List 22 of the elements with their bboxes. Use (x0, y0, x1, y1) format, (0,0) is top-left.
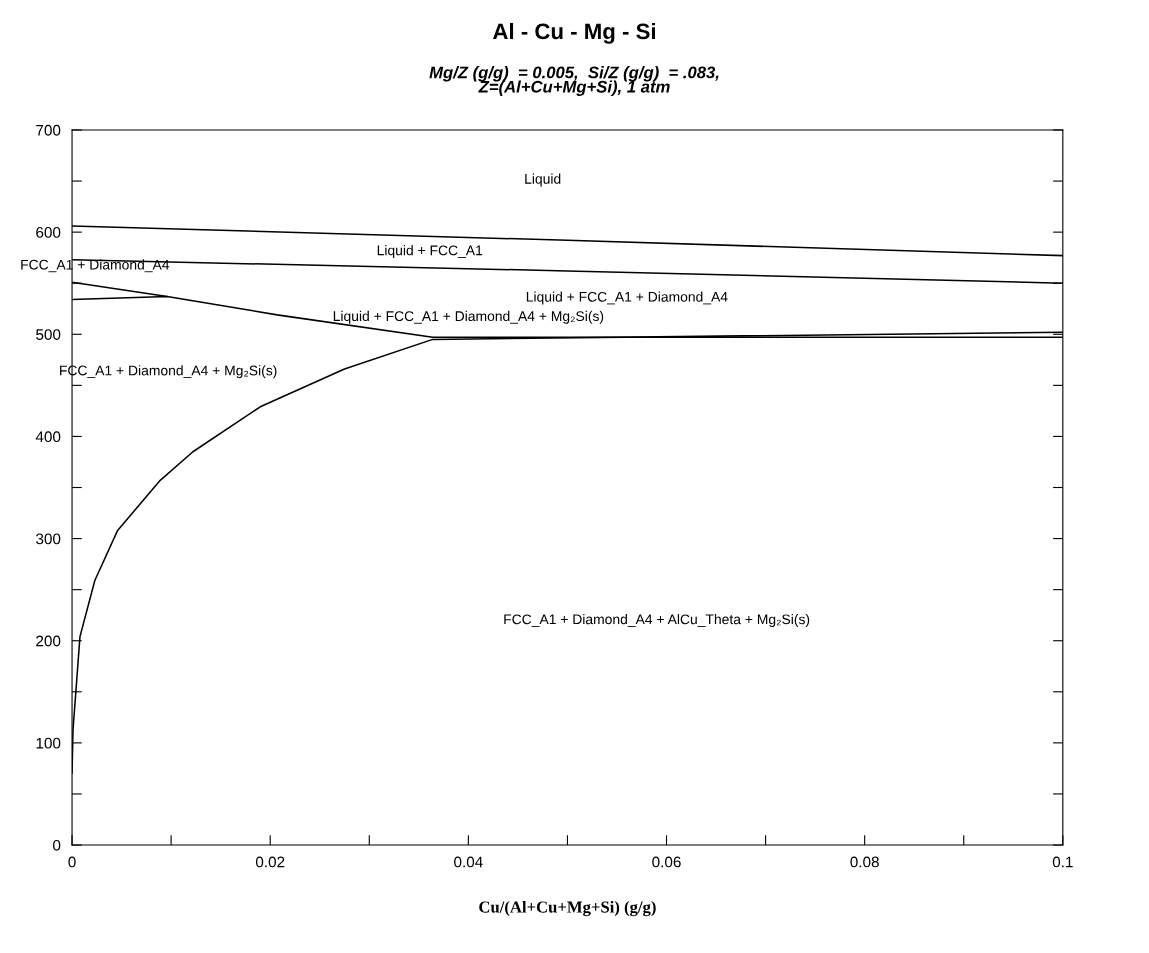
annotation: Liquid + FCC_A1 (377, 245, 483, 259)
y-tick-label: 0 (53, 839, 61, 851)
y-tick-label: 600 (36, 227, 61, 238)
x-axis-title: Cu/(Al+Cu+Mg+Si) (g/g) (479, 900, 656, 917)
annotation: Liquid + FCC_A1 + Diamond_A4 + Mg₂Si(s) (333, 310, 604, 324)
y-tick-label: 300 (36, 533, 61, 545)
annotation: FCC_A1 + Diamond_A4 + AlCu_Theta + Mg₂Si(s) (504, 614, 810, 627)
x-tick-label: 0.06 (652, 856, 681, 868)
x-tick-label: 0.08 (850, 856, 879, 868)
y-tick-label: 400 (35, 431, 61, 443)
y-tick-label: 700 (36, 124, 61, 136)
y-tick-label: 100 (36, 737, 61, 749)
x-tick-label: 0.02 (255, 856, 285, 868)
annotation: Liquid (525, 173, 561, 187)
y-tick-label: 200 (36, 635, 61, 647)
annotation: Liquid + FCC_A1 + Diamond_A4 (526, 291, 728, 305)
y-tick-label: 500 (36, 329, 61, 340)
x-tick-label: 0.04 (454, 856, 483, 868)
x-tick-label: 0.1 (1052, 856, 1073, 868)
chart-subtitle: Mg/Z (g/g) = 0.005, Si/Z (g/g) = .083, Z=(Al+Cu+Mg+Si), 1 atm (429, 66, 719, 96)
chart-title: Al - Cu - Mg - Si (492, 22, 656, 44)
x-tick-label: 0 (68, 856, 76, 868)
